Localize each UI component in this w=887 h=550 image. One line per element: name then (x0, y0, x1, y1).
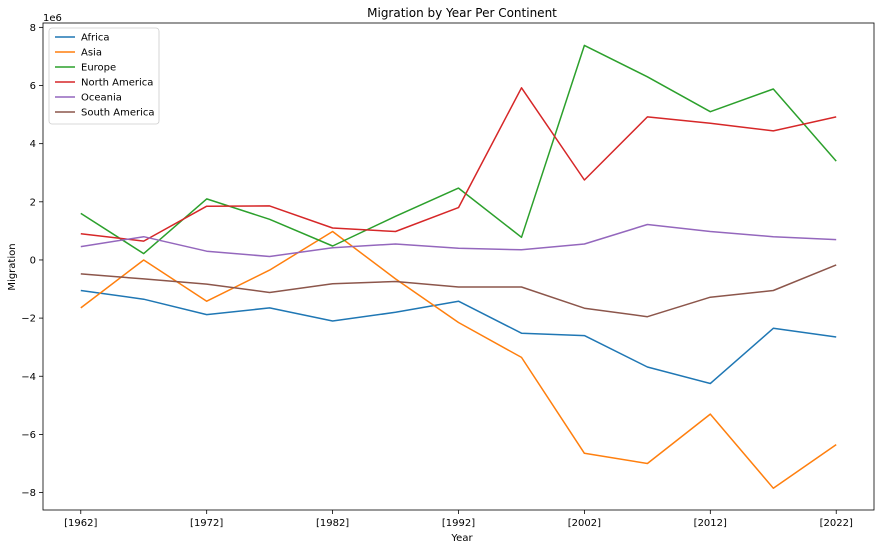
y-axis-label: Migration (7, 243, 18, 290)
x-tick-label: [1982] (316, 518, 349, 529)
y-axis: −8 −6 −4 −2 0 2 4 6 8 (21, 23, 43, 499)
legend-label: Asia (81, 48, 102, 59)
legend-label: Europe (81, 63, 116, 74)
legend: Africa Asia Europe North America Oceania Sout… (48, 27, 160, 125)
x-tick-label: [1962] (64, 518, 97, 529)
y-tick-label: 0 (30, 255, 36, 266)
x-axis-label: Year (450, 533, 473, 544)
x-tick-label: [1972] (190, 518, 223, 529)
series-line-europe (80, 44, 837, 255)
series-line-oceania (80, 223, 837, 258)
plot-area (42, 22, 875, 511)
y-tick-label: −8 (21, 488, 36, 499)
y-tick-label: −2 (21, 314, 36, 325)
series-line-north-america (80, 87, 837, 242)
series-line-africa (80, 289, 837, 385)
y-tick-label: 6 (30, 81, 36, 92)
series-line-asia (80, 230, 837, 489)
legend-box (48, 27, 160, 125)
y-tick-label: 4 (30, 139, 36, 150)
legend-label: Africa (81, 33, 110, 44)
x-tick-label: [2022] (820, 518, 853, 529)
y-offset-label: 1e6 (43, 13, 62, 24)
y-tick-label: −4 (21, 372, 36, 383)
x-tick-label: [2012] (694, 518, 727, 529)
series-line-south-america (80, 264, 837, 318)
legend-label: North America (81, 78, 153, 89)
x-axis: [1962] [1972] [1982] [1992] [2002] [2012] [202… (64, 510, 853, 529)
y-tick-label: 2 (30, 197, 36, 208)
legend-label: Oceania (81, 93, 122, 104)
y-tick-label: −6 (21, 430, 36, 441)
legend-label: South America (81, 108, 155, 119)
chart-title: Migration by Year Per Continent (367, 6, 557, 20)
plot-frame (42, 22, 875, 511)
x-tick-label: [1992] (442, 518, 475, 529)
series-layer (80, 44, 837, 489)
y-tick-label: 8 (30, 23, 36, 34)
x-tick-label: [2002] (568, 518, 601, 529)
